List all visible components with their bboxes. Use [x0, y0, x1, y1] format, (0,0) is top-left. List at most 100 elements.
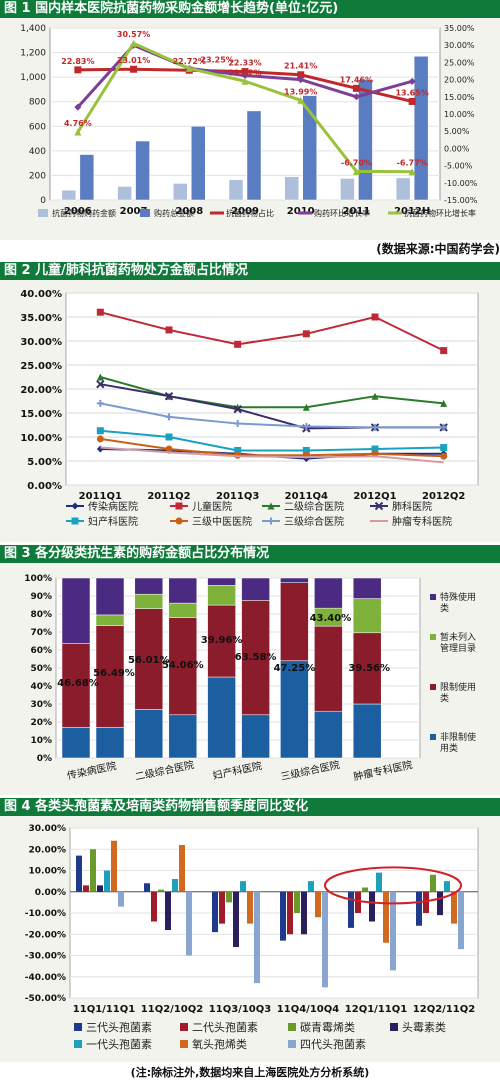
chart4-bar	[355, 891, 361, 913]
chart3-legend-label: 类	[440, 692, 449, 704]
chart1-data-label: -6.77%	[397, 159, 428, 168]
chart4-bar	[104, 870, 110, 892]
chart1-point	[74, 66, 82, 74]
chart3-legend-label: 非限制使	[440, 731, 476, 743]
chart2-ytick: 10.00%	[20, 433, 62, 444]
chart1-point	[74, 103, 82, 111]
chart2-point	[440, 423, 448, 431]
chart1-bar	[135, 140, 150, 201]
chart2-point	[234, 446, 242, 454]
chart3-data-label: 56.01%	[128, 655, 170, 666]
chart1-legend-label: 购药总金额	[154, 208, 194, 218]
chart2-legend-label: 肿瘤专科医院	[392, 515, 452, 528]
chart2-legend-marker	[71, 517, 79, 525]
chart1-data-label: 30.57%	[117, 30, 150, 39]
chart1-data-label: 23.25%	[200, 55, 233, 64]
chart4-bar	[294, 891, 300, 913]
chart1-y2tick: 20.00%	[444, 76, 475, 85]
chart4-legend-label: 四代头孢菌素	[300, 1038, 366, 1051]
chart3-bar-segment	[95, 625, 125, 728]
chart3-data-label: 47.25%	[274, 663, 316, 674]
chart1-header: 图 1 国内样本医院抗菌药物采购金额增长趋势(单位:亿元)	[0, 0, 500, 18]
chart2-xtick: 2011Q3	[216, 491, 259, 502]
chart1-xtick: 2006	[64, 206, 92, 217]
chart1-data-label: 22.83%	[61, 57, 94, 66]
chart1-xtick: 2009	[231, 206, 259, 217]
chart3-ytick: 80%	[30, 610, 52, 620]
chart2-point	[96, 379, 105, 389]
chart2-legend-label: 三级综合医院	[284, 515, 344, 528]
chart1-legend-label: 抗菌药物环比增长率	[404, 208, 476, 218]
chart2-line	[100, 446, 444, 464]
chart3-bar-segment	[352, 598, 382, 634]
chart1-ytick: 1,000	[20, 73, 46, 83]
chart1-bar	[191, 126, 206, 201]
chart1-y2tick: 10.00%	[444, 110, 475, 119]
chart3-bar-segment	[168, 617, 198, 716]
chart1-xtick: 2008	[175, 206, 203, 217]
chart1-svg: 0 200 400 600 800 1,000 1,200 1,400 -15.00% -10.0…	[20, 24, 478, 218]
chart3-bar-segment	[314, 625, 343, 712]
chart2-xtick: 2012Q2	[422, 491, 465, 502]
chart1-data-label: 13.99%	[284, 87, 317, 96]
chart4-legend-label: 氧头孢烯类	[192, 1037, 247, 1051]
chart1-bar	[302, 95, 317, 201]
chart2-point	[96, 373, 104, 381]
chart2-ytick: 25.00%	[20, 361, 62, 372]
chart1-data-label: 13.65%	[395, 88, 428, 97]
chart1-ytick: 200	[29, 171, 46, 181]
chart4-legend-swatch	[180, 1023, 188, 1031]
chart4-bar	[437, 891, 443, 916]
chart1-ytick: 800	[29, 98, 46, 108]
chart4-xtick: 11Q4/10Q4	[277, 1004, 339, 1015]
chart3-ytick: 60%	[30, 646, 52, 656]
chart4-bar	[369, 891, 375, 922]
chart2-point	[371, 423, 379, 431]
chart4-bar	[430, 874, 436, 892]
chart2-legend-label: 妇产科医院	[88, 515, 138, 528]
chart2-legend-label: 儿童医院	[192, 500, 232, 513]
chart4-bar	[111, 840, 117, 892]
chart2-xtick: 2012Q1	[353, 491, 396, 502]
chart3-bar-segment	[168, 577, 198, 604]
chart1-point	[408, 77, 416, 85]
chart3-legend-label: 用类	[440, 742, 458, 754]
chart2-point	[302, 403, 310, 411]
chart2-legend-label: 三级中医医院	[192, 515, 252, 528]
chart1-y2tick: 0.00%	[444, 144, 470, 153]
chart1-bar	[395, 177, 411, 201]
chart1-point	[130, 39, 138, 47]
chart2-line	[100, 437, 444, 458]
chart2-legend-marker	[175, 517, 183, 525]
chart4-xtick: 12Q2/11Q2	[413, 1004, 475, 1015]
chart4-bar	[280, 891, 286, 941]
chart2-ytick: 5.00%	[27, 457, 62, 468]
chart4-bar	[247, 891, 253, 924]
chart3-ytick: 20%	[30, 718, 52, 728]
chart2-point	[165, 413, 173, 421]
chart2-legend-marker	[71, 502, 79, 510]
chart3-ytick: 90%	[30, 592, 52, 602]
chart1-point	[297, 96, 305, 104]
chart2-legend-label: 二级综合医院	[284, 500, 344, 513]
chart1-point	[241, 68, 249, 76]
chart2-line	[100, 311, 445, 352]
chart4-bar	[240, 881, 246, 892]
chart4-legend-swatch	[180, 1040, 188, 1048]
chart3-legend-swatch	[430, 734, 436, 740]
chart4-bar	[179, 845, 185, 892]
chart2-header: 图 2 儿童/肺科抗菌药物处方金额占比情况	[0, 262, 500, 280]
chart4-bar	[172, 879, 178, 892]
chart1-y2tick: 15.00%	[444, 93, 475, 102]
chart2-legend-label: 肺科医院	[392, 500, 432, 513]
chart3-bar-segment	[207, 577, 236, 586]
chart3-data-label: 39.56%	[348, 663, 390, 674]
chart4-legend-swatch	[288, 1023, 296, 1031]
chart3-bar-segment	[241, 714, 270, 759]
chart2-point	[440, 347, 448, 355]
chart1-ytick: 400	[29, 147, 46, 157]
chart2-point	[165, 445, 173, 453]
chart3-legend-swatch	[430, 634, 436, 640]
chart4-ytick: -20.00%	[25, 930, 66, 940]
chart3-bar-segment	[168, 714, 198, 759]
